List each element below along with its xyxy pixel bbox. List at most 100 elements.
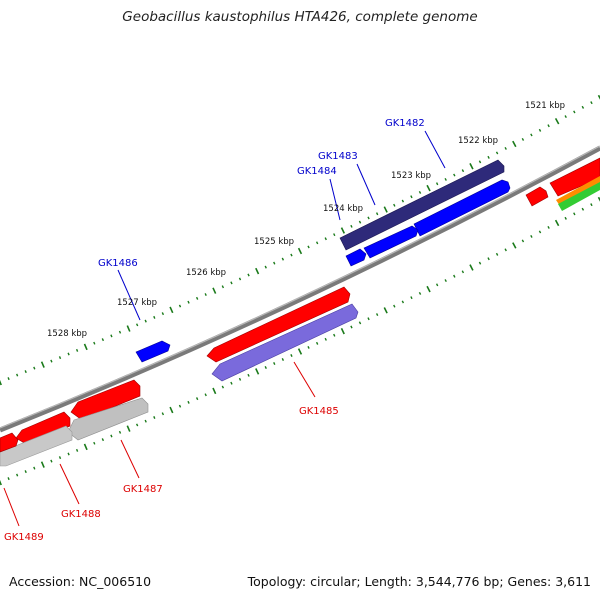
gene-label-gk1489[interactable]: GK1489 xyxy=(4,532,44,543)
major-tick xyxy=(83,443,88,451)
gene-arrow-gk1486[interactable] xyxy=(135,340,171,363)
minor-tick xyxy=(418,190,422,194)
minor-tick xyxy=(573,110,576,114)
minor-tick xyxy=(478,160,482,164)
minor-tick xyxy=(58,456,62,460)
gene-arrow-gk1484-small[interactable] xyxy=(345,248,367,267)
minor-tick xyxy=(435,283,439,287)
major-tick xyxy=(340,327,345,335)
minor-tick xyxy=(230,381,233,385)
minor-tick xyxy=(7,477,10,481)
minor-tick xyxy=(273,362,276,365)
minor-tick xyxy=(153,416,156,419)
minor-tick xyxy=(487,257,490,261)
minor-tick xyxy=(264,366,267,369)
minor-tick xyxy=(367,216,370,220)
gene-arrow-gk1485-b[interactable] xyxy=(211,303,359,382)
gene-label-gk1483[interactable]: GK1483 xyxy=(318,151,358,162)
major-tick xyxy=(512,242,517,249)
gene-arrow-edge-green[interactable] xyxy=(558,182,600,211)
minor-tick xyxy=(367,317,370,321)
minor-tick xyxy=(504,146,507,150)
minor-tick xyxy=(75,448,79,452)
gene-arrow-gk1489[interactable] xyxy=(0,432,19,453)
minor-tick xyxy=(161,412,165,416)
minor-tick xyxy=(16,373,19,377)
minor-tick xyxy=(324,337,327,341)
major-tick xyxy=(255,368,260,375)
reverse-strand-genes xyxy=(0,286,359,467)
major-tick xyxy=(383,206,388,213)
ruler-label: 1526 kbp xyxy=(186,268,226,278)
inner-tick-ring xyxy=(0,196,600,486)
major-tick xyxy=(469,163,474,170)
minor-tick xyxy=(435,182,439,186)
gene-arrow-gk1483[interactable] xyxy=(413,179,511,237)
minor-tick xyxy=(50,359,53,363)
gene-label-gk1484[interactable]: GK1484 xyxy=(297,166,337,177)
minor-tick xyxy=(24,370,27,374)
gene-label-gk1488[interactable]: GK1488 xyxy=(61,509,101,520)
genome-backbone xyxy=(0,145,600,433)
gene-label-gk1487[interactable]: GK1487 xyxy=(123,484,163,495)
minor-tick xyxy=(307,345,310,349)
major-tick xyxy=(554,219,560,227)
major-tick xyxy=(426,285,431,293)
minor-tick xyxy=(204,293,207,296)
gene-arrow-gk1488-b[interactable] xyxy=(0,425,73,467)
minor-tick xyxy=(393,304,396,308)
minor-tick xyxy=(195,397,199,401)
minor-tick xyxy=(401,300,405,304)
minor-tick xyxy=(547,124,550,128)
minor-tick xyxy=(290,253,293,257)
major-tick xyxy=(0,479,2,486)
minor-tick xyxy=(478,261,482,265)
minor-tick xyxy=(547,225,550,229)
major-tick xyxy=(597,196,600,202)
minor-tick xyxy=(230,281,233,285)
gene-arrow-gk1487[interactable] xyxy=(70,379,141,421)
minor-tick xyxy=(50,459,53,463)
minor-tick xyxy=(110,334,113,338)
minor-tick xyxy=(453,274,456,278)
minor-tick xyxy=(118,430,122,434)
minor-tick xyxy=(564,216,567,220)
minor-tick xyxy=(581,105,585,109)
minor-tick xyxy=(444,177,447,181)
major-tick xyxy=(212,287,217,294)
minor-tick xyxy=(410,296,413,300)
minor-tick xyxy=(75,348,79,352)
ruler-label: 1528 kbp xyxy=(47,329,87,339)
gene-label-gk1486[interactable]: GK1486 xyxy=(98,258,138,269)
minor-tick xyxy=(118,330,122,334)
ruler-label: 1525 kbp xyxy=(254,237,294,247)
minor-tick xyxy=(564,115,567,119)
ruler-label: 1521 kbp xyxy=(525,101,565,111)
minor-tick xyxy=(161,312,165,316)
minor-tick xyxy=(530,234,533,238)
gene-arrow-gk1485[interactable] xyxy=(206,286,351,363)
minor-tick xyxy=(461,270,465,274)
gene-arrow-edge-red-2[interactable] xyxy=(549,157,600,197)
gene-arrow-gk1484[interactable] xyxy=(363,225,419,259)
gene-arrow-edge-red[interactable] xyxy=(525,186,549,207)
gene-label-gk1485[interactable]: GK1485 xyxy=(299,406,339,417)
major-tick xyxy=(40,461,45,468)
major-tick xyxy=(597,94,600,100)
gene-arrow-gk1482[interactable] xyxy=(339,159,505,251)
minor-tick xyxy=(221,385,225,389)
major-tick xyxy=(340,227,346,234)
minor-tick xyxy=(521,239,525,243)
minor-tick xyxy=(590,101,593,105)
accession-text: Accession: NC_006510 xyxy=(9,574,152,589)
minor-tick xyxy=(187,300,190,304)
minor-tick xyxy=(247,273,250,277)
minor-tick xyxy=(375,313,379,317)
major-tick xyxy=(169,406,174,414)
gene-arrow-edge-orange[interactable] xyxy=(556,176,600,206)
minor-tick xyxy=(195,296,199,300)
major-tick xyxy=(469,264,474,271)
ruler-labels: 1521 kbp 1522 kbp 1523 kbp 1524 kbp 1525… xyxy=(47,101,565,339)
minor-tick xyxy=(135,323,139,327)
gene-label-gk1482[interactable]: GK1482 xyxy=(385,118,425,129)
